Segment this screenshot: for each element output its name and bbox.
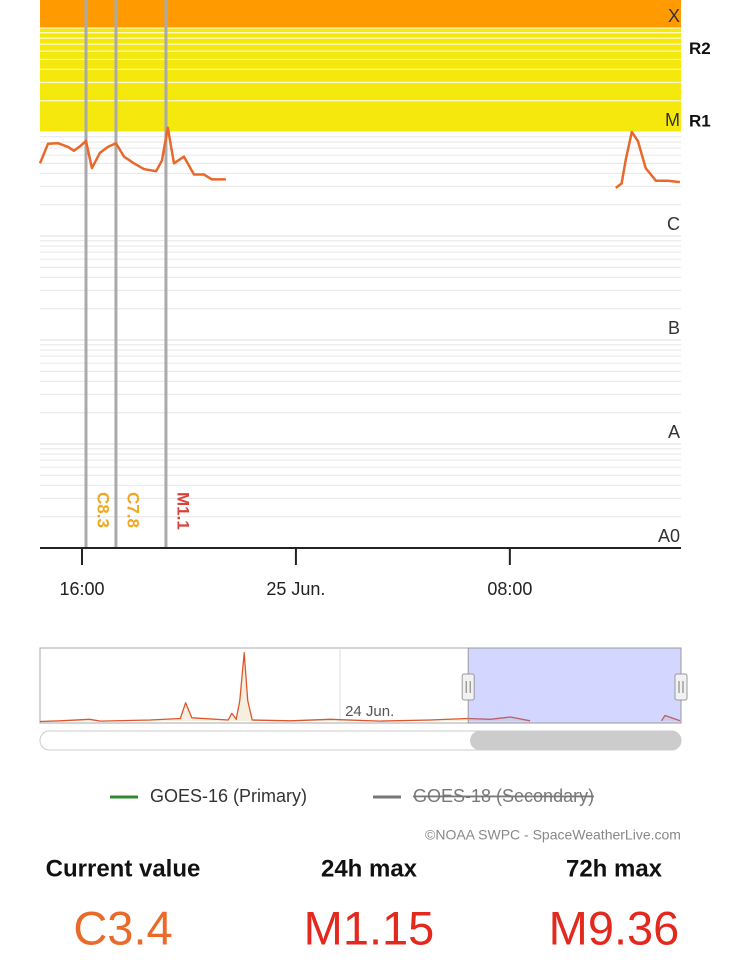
y-tick-label: B — [668, 318, 680, 338]
flare-label: C8.3 — [94, 492, 113, 528]
navigator-label: 24 Jun. — [345, 703, 394, 720]
scrollbar-thumb[interactable] — [470, 731, 681, 750]
legend: GOES-16 (Primary) GOES-18 (Secondary) — [110, 786, 594, 806]
level-band — [40, 0, 681, 29]
y-tick-label: A0 — [658, 526, 680, 546]
navigator-selection — [467, 647, 682, 724]
stats: Current value C3.4 24h max M1.15 72h max M9.3… — [46, 855, 680, 954]
x-tick-label: 25 Jun. — [266, 579, 325, 599]
y-tick-label: C — [667, 214, 680, 234]
navigator-handle[interactable] — [461, 673, 475, 701]
navigator[interactable]: 24 Jun. — [39, 647, 688, 724]
credit: ©NOAA SWPC - SpaceWeatherLive.com — [425, 827, 681, 843]
main-chart: A0 A B C M X R1 R2 C8.3 C7.8 M1.1 16:00 25 Jun. 08:00 — [38, 0, 711, 599]
x-tick-label: 08:00 — [487, 579, 532, 599]
y-tick-label: X — [668, 6, 680, 26]
flare-label: M1.1 — [173, 492, 192, 530]
data-line — [39, 652, 681, 723]
stat-value: M9.36 — [549, 901, 680, 954]
level-band — [40, 28, 681, 133]
stat-label: Current value — [46, 855, 201, 882]
x-tick-label: 16:00 — [59, 579, 104, 599]
r-level-label: R2 — [689, 39, 711, 58]
flare-label: C7.8 — [123, 492, 142, 528]
navigator-handle[interactable] — [674, 673, 688, 701]
navigator-frame — [39, 647, 682, 724]
legend-label[interactable]: GOES-16 (Primary) — [150, 786, 307, 806]
legend-label[interactable]: GOES-18 (Secondary) — [413, 786, 594, 806]
stat-value: M1.15 — [304, 901, 435, 954]
stat-label: 24h max — [321, 855, 418, 882]
r-level-label: R1 — [689, 112, 711, 131]
y-tick-label: M — [665, 110, 680, 130]
data-line — [38, 126, 681, 189]
y-tick-label: A — [668, 422, 680, 442]
stat-label: 72h max — [566, 855, 663, 882]
stat-value: C3.4 — [73, 901, 172, 954]
